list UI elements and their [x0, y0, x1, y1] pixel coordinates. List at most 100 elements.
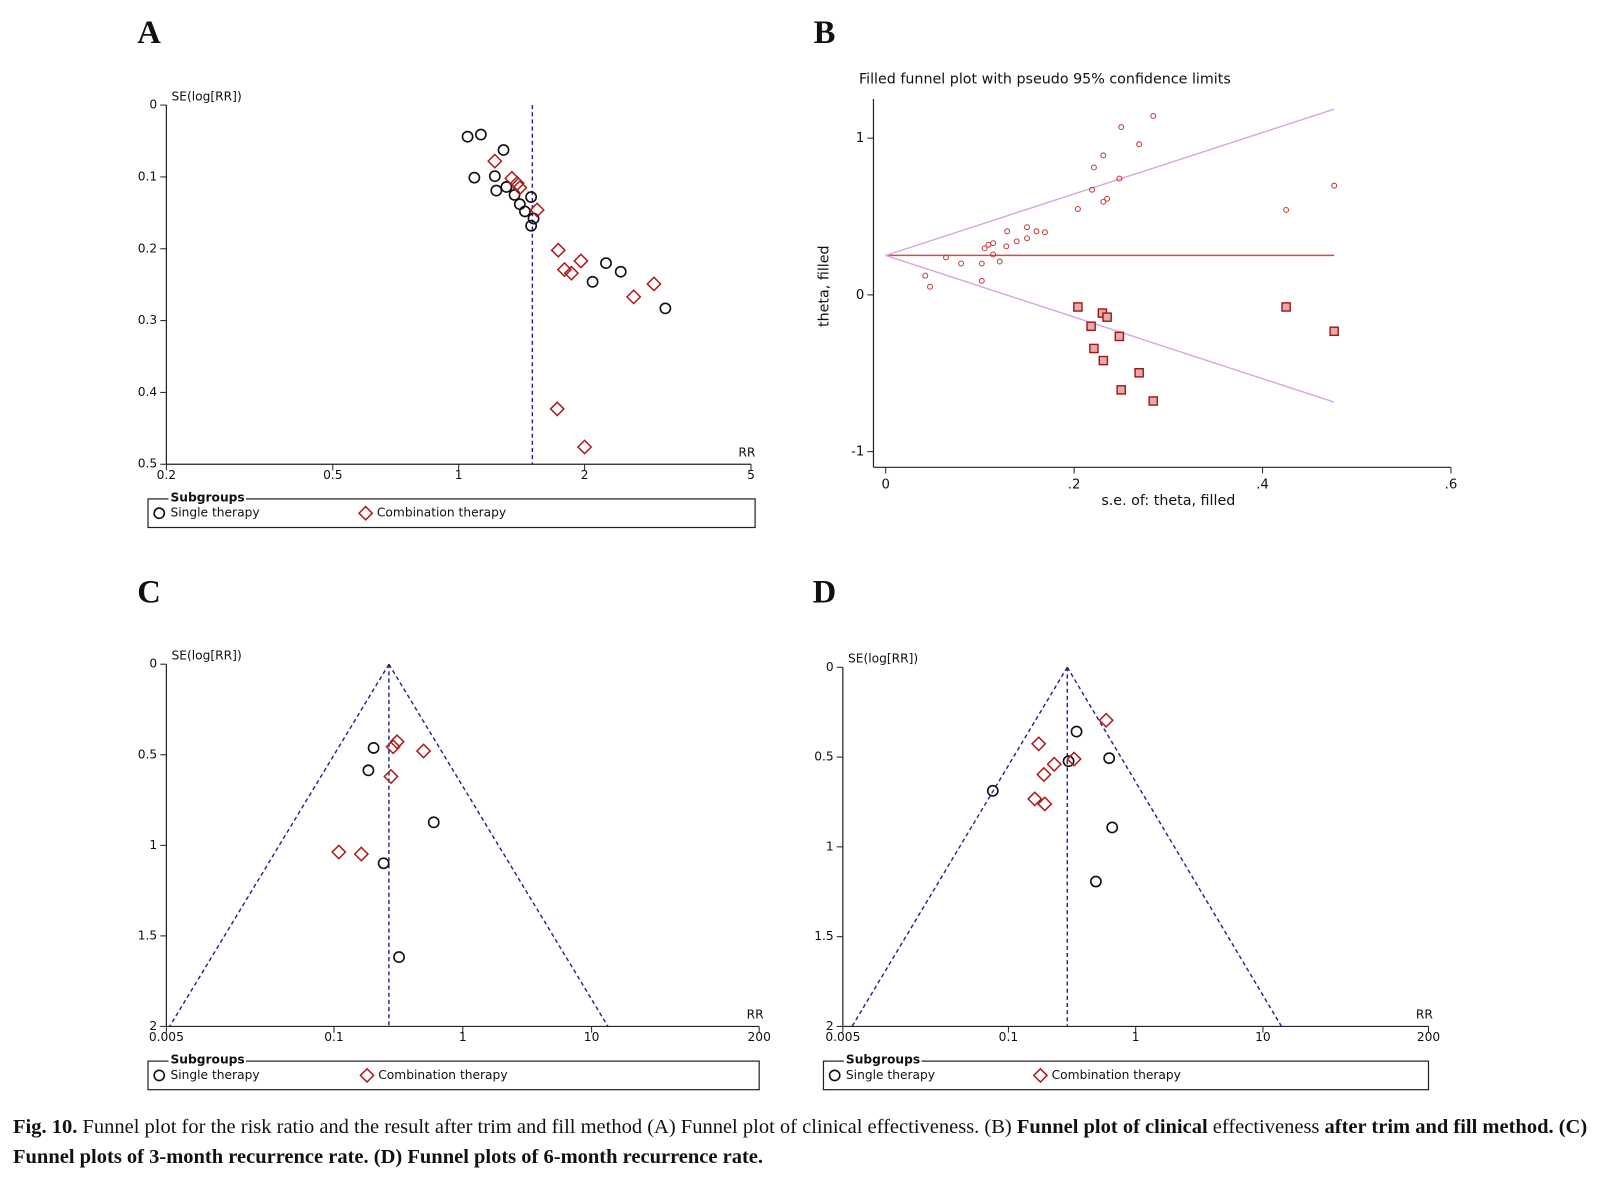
point — [1331, 182, 1338, 189]
point — [1074, 206, 1081, 212]
point — [990, 240, 997, 247]
point — [509, 175, 525, 192]
point — [550, 242, 566, 258]
y-tick-label: 1.5 — [138, 928, 157, 942]
point — [600, 257, 612, 270]
figure: A00.10.20.30.40.50.2 0.5 1 2 5SE(log[RR])RRS… — [137, 15, 1458, 1091]
point — [978, 260, 985, 267]
point — [1033, 228, 1040, 235]
point — [659, 302, 672, 315]
point — [525, 191, 538, 203]
chart-panel: A00.10.20.30.40.50.2 0.5 1 2 5SE(log[RR])RRS… — [137, 15, 756, 529]
y-tick-label: 2 — [826, 1019, 834, 1033]
point — [1103, 752, 1116, 765]
point — [487, 153, 503, 169]
point — [1102, 312, 1112, 322]
caption-segment: Funnel plot for the risk ratio and the r… — [77, 1116, 1017, 1138]
y-tick-label: 0.5 — [138, 747, 157, 761]
legend-title-bg — [168, 1052, 246, 1068]
legend-label: Single therapy — [170, 506, 259, 520]
legend-marker — [357, 505, 374, 521]
legend-label: Combination therapy — [1052, 1068, 1181, 1082]
point — [1046, 756, 1062, 772]
reference-line — [885, 254, 1335, 403]
legend-title: Subgroups — [170, 1053, 244, 1067]
point — [488, 170, 501, 183]
caption-segment: effectiveness — [1207, 1116, 1325, 1138]
legend-marker — [153, 1069, 166, 1082]
x-tick-label: 10 — [1255, 1030, 1271, 1044]
point — [1090, 164, 1097, 171]
point — [1114, 331, 1125, 342]
legend-label: Single therapy — [846, 1068, 935, 1082]
caption-segment: Fig. 10. — [13, 1116, 78, 1138]
point — [1100, 198, 1107, 205]
legend-title: Subgroups — [846, 1053, 920, 1067]
y-tick-label: 0 — [149, 98, 157, 112]
x-tick-label: .4 — [1256, 478, 1269, 493]
point — [573, 253, 589, 269]
panel-label: B — [814, 15, 836, 51]
point — [556, 261, 573, 278]
point — [490, 184, 503, 197]
y-tick-label: 0 — [149, 657, 157, 671]
reference-line — [388, 663, 609, 1027]
y-tick-label: 1 — [826, 839, 834, 853]
point — [1281, 302, 1291, 312]
point — [393, 951, 405, 963]
x-tick-label: 0.1 — [324, 1030, 343, 1044]
x-tick-label: 10 — [584, 1030, 600, 1044]
y-tick-label: 0.4 — [138, 385, 158, 399]
y-axis-label: SE(log[RR]) — [848, 652, 918, 666]
point — [646, 276, 662, 292]
x-tick-label: 200 — [748, 1030, 771, 1044]
point — [497, 144, 510, 156]
point — [1118, 124, 1125, 130]
point — [383, 768, 399, 785]
point — [389, 734, 405, 750]
legend-title: Subgroups — [170, 490, 244, 504]
x-tick-label: 0.5 — [323, 468, 342, 482]
y-tick-label: -1 — [851, 445, 864, 460]
point — [415, 743, 432, 759]
point — [1086, 321, 1096, 332]
x-tick-label: 0.005 — [149, 1030, 184, 1044]
point — [1036, 766, 1052, 783]
legend-title-bg — [843, 1052, 922, 1068]
x-axis-label: RR — [1416, 1008, 1434, 1022]
legend-title-bg — [168, 490, 246, 506]
point — [549, 401, 565, 417]
point — [1037, 796, 1053, 812]
x-tick-label: 1 — [455, 468, 463, 482]
x-tick-label: 1 — [459, 1030, 467, 1044]
point — [958, 260, 965, 267]
point — [1136, 141, 1143, 148]
point — [512, 179, 528, 196]
point — [1104, 195, 1111, 202]
y-axis-label: SE(log[RR]) — [171, 649, 241, 663]
point — [1100, 152, 1107, 159]
reference-line — [1066, 666, 1283, 1027]
chart-panel: D 0 0.5 1 1.5 20.005 0.1 1 10 200 SE(log[RR]) RR Sub… — [813, 574, 1440, 1091]
point — [468, 171, 481, 184]
point — [353, 846, 370, 862]
point — [525, 219, 538, 232]
legend-marker — [1032, 1067, 1049, 1084]
point — [362, 764, 375, 777]
y-tick-label: 0.5 — [138, 457, 157, 471]
point — [1070, 725, 1083, 738]
y-tick-label: 0 — [856, 288, 864, 303]
chart-panel: B Filled funnel plot with pseudo 95% conf… — [814, 15, 1458, 509]
point — [990, 251, 997, 258]
legend-box — [822, 1060, 1430, 1091]
point — [1024, 235, 1030, 242]
y-tick-label: 1 — [149, 838, 157, 852]
y-tick-label: 2 — [149, 1019, 157, 1033]
x-tick-label: 0 — [881, 478, 889, 493]
x-tick-label: 200 — [1417, 1030, 1440, 1044]
x-tick-label: 0.1 — [999, 1030, 1018, 1044]
legend-label: Combination therapy — [378, 1068, 507, 1082]
x-tick-label: 2 — [581, 468, 589, 482]
y-tick-label: 0.5 — [814, 750, 833, 764]
point — [1041, 229, 1048, 236]
